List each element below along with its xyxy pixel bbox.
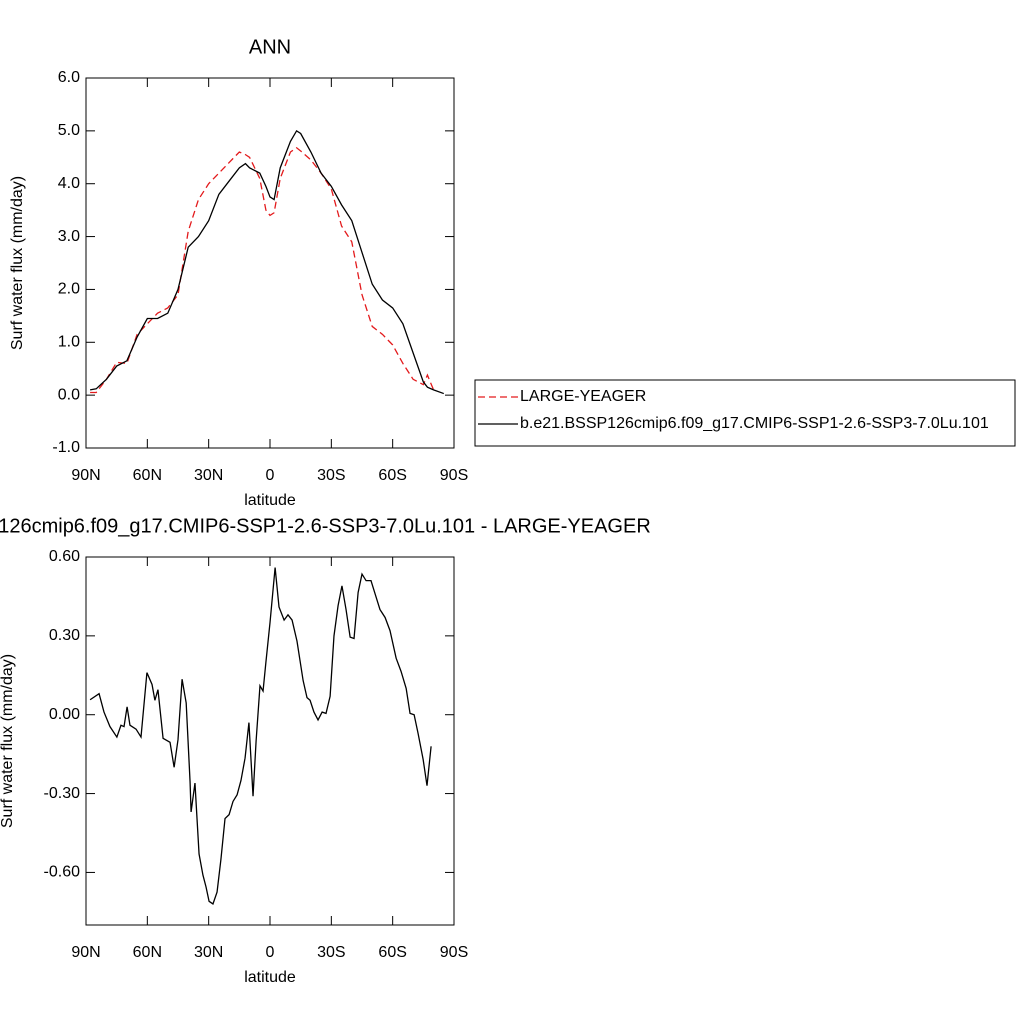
x-tick-label: 30N: [194, 944, 223, 961]
plot-frame: [85, 77, 455, 449]
y-tick-label: -1.0: [52, 439, 80, 456]
y-tick-label: -0.30: [44, 785, 81, 802]
x-tick-label: 90N: [71, 467, 100, 484]
x-tick-label: 30N: [194, 467, 223, 484]
y-tick-label: 3.0: [58, 228, 80, 245]
data-line: [89, 129, 445, 395]
chart-title: b.e21.BSSP126cmip6.f09_g17.CMIP6-SSP1-2.…: [0, 515, 651, 537]
y-tick-label: 4.0: [58, 175, 80, 192]
x-axis-label: latitude: [244, 969, 296, 986]
x-tick-label: 90N: [71, 944, 100, 961]
x-tick-label: 30S: [317, 467, 345, 484]
x-tick-label: 60S: [378, 944, 406, 961]
y-tick-label: 2.0: [58, 281, 80, 298]
x-tick-label: 30S: [317, 944, 345, 961]
y-axis-label: Surf water flux (mm/day): [0, 654, 16, 828]
legend-box: [474, 379, 1016, 447]
plot-frame: [85, 556, 455, 926]
y-tick-label: -0.60: [44, 864, 81, 881]
x-tick-label: 90S: [440, 944, 468, 961]
y-tick-label: 6.0: [58, 69, 80, 86]
x-tick-label: 0: [266, 944, 275, 961]
legend-label: LARGE-YEAGER: [520, 388, 646, 405]
y-axis-label: Surf water flux (mm/day): [9, 176, 26, 350]
y-tick-label: 0.0: [58, 386, 80, 403]
data-line: [89, 567, 432, 905]
y-tick-label: 0.60: [49, 548, 80, 565]
x-axis-label: latitude: [244, 492, 296, 509]
x-tick-label: 60S: [378, 467, 406, 484]
y-tick-label: 0.30: [49, 627, 80, 644]
x-tick-label: 0: [266, 467, 275, 484]
legend-label: b.e21.BSSP126cmip6.f09_g17.CMIP6-SSP1-2.…: [520, 415, 989, 432]
data-line: [90, 146, 435, 394]
x-tick-label: 60N: [133, 944, 162, 961]
x-tick-label: 90S: [440, 467, 468, 484]
y-tick-label: 0.00: [49, 706, 80, 723]
y-tick-label: 1.0: [58, 334, 80, 351]
x-tick-label: 60N: [133, 467, 162, 484]
chart-title: ANN: [249, 36, 291, 58]
y-tick-label: 5.0: [58, 122, 80, 139]
